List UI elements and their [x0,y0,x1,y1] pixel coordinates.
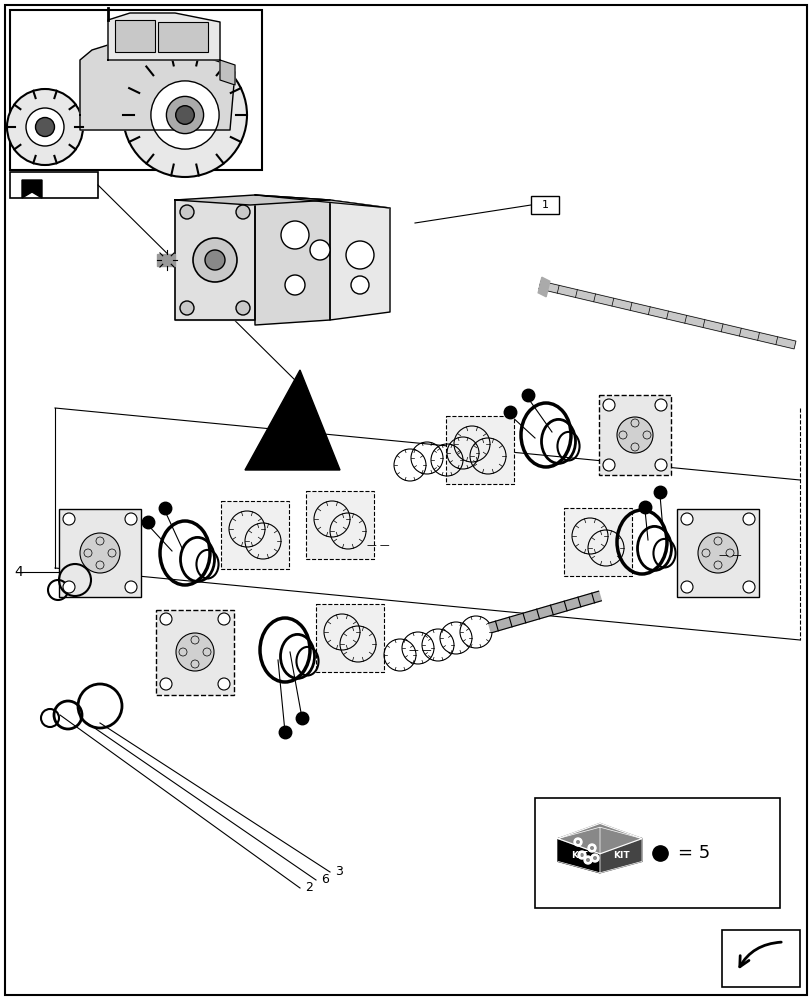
Polygon shape [245,370,340,470]
Bar [10,10,262,170]
Text: KIT: KIT [612,851,629,860]
Circle shape [592,856,596,860]
Polygon shape [22,180,42,198]
Text: = 5: = 5 [677,844,710,862]
Circle shape [603,459,614,471]
Polygon shape [175,200,255,320]
Text: KIT: KIT [570,851,586,860]
Circle shape [586,858,590,862]
Circle shape [310,240,329,260]
Circle shape [654,399,666,411]
Circle shape [603,399,614,411]
Circle shape [583,856,591,864]
Polygon shape [80,40,234,130]
Circle shape [36,117,54,137]
Bar [59,509,141,597]
Polygon shape [255,195,389,208]
Polygon shape [157,254,175,266]
Circle shape [680,513,692,525]
Circle shape [236,205,250,219]
Bar [534,798,779,908]
Text: — —: — — [367,540,388,550]
Circle shape [590,846,594,850]
Circle shape [125,581,137,593]
Bar [158,22,208,52]
Polygon shape [599,827,642,873]
Circle shape [63,581,75,593]
Circle shape [285,275,305,295]
Text: 1: 1 [541,200,547,210]
Circle shape [175,106,194,124]
Circle shape [7,89,83,165]
Circle shape [587,844,595,852]
Polygon shape [539,281,795,349]
Bar [221,501,289,569]
Circle shape [166,96,204,134]
Text: 2: 2 [305,881,312,894]
Bar [306,491,374,559]
Text: 3: 3 [335,865,342,878]
Circle shape [281,221,309,249]
Bar [10,172,98,198]
Circle shape [575,840,579,844]
Polygon shape [108,13,220,60]
Bar [156,610,234,695]
Circle shape [176,633,214,671]
Circle shape [180,205,194,219]
Circle shape [590,854,599,862]
Circle shape [26,108,64,146]
Circle shape [579,853,583,857]
Circle shape [204,250,225,270]
Circle shape [151,81,219,149]
Bar [599,395,670,475]
Circle shape [654,459,666,471]
Text: — —: — — [408,645,431,655]
Circle shape [742,581,754,593]
Polygon shape [175,195,329,205]
Bar [530,196,558,214]
Polygon shape [557,823,642,854]
Bar [315,604,384,672]
Circle shape [193,238,237,282]
Text: 6: 6 [320,874,328,886]
Text: 4: 4 [14,565,23,579]
Bar [721,930,799,987]
Bar [564,508,631,576]
Circle shape [345,241,374,269]
Circle shape [577,851,586,859]
Polygon shape [220,60,234,85]
Circle shape [236,301,250,315]
Circle shape [122,53,247,177]
Polygon shape [329,200,389,320]
Polygon shape [488,591,601,633]
Polygon shape [538,277,549,297]
Circle shape [680,581,692,593]
Circle shape [217,613,230,625]
Circle shape [160,678,172,690]
Circle shape [742,513,754,525]
Bar [676,509,758,597]
Circle shape [180,301,194,315]
Circle shape [125,513,137,525]
Text: — —: — — [718,550,740,560]
Circle shape [160,613,172,625]
Circle shape [697,533,737,573]
Bar [115,20,155,52]
Polygon shape [557,827,599,873]
Bar [445,416,513,484]
Circle shape [63,513,75,525]
Circle shape [616,417,652,453]
Polygon shape [255,195,329,325]
Circle shape [217,678,230,690]
Circle shape [573,838,581,846]
Circle shape [80,533,120,573]
Circle shape [350,276,368,294]
